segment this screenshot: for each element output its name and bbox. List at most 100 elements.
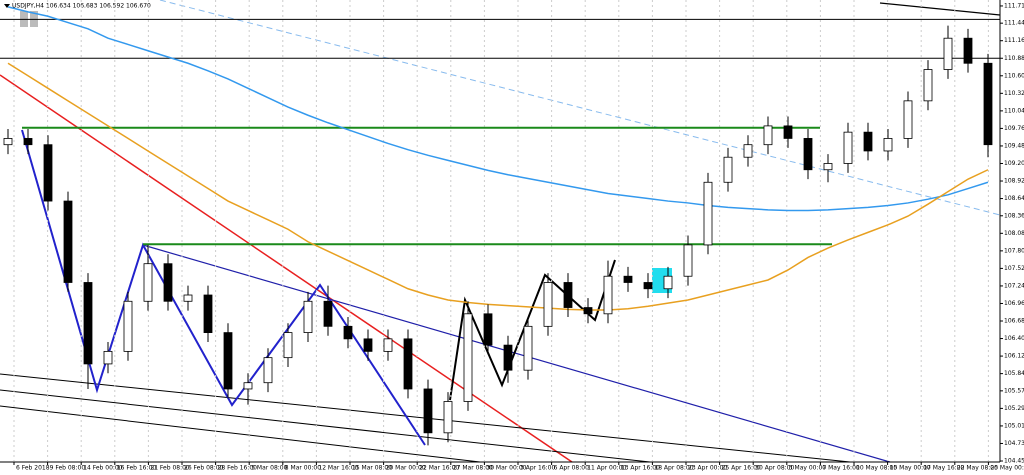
candle-body xyxy=(143,263,153,302)
candle-body xyxy=(203,294,213,333)
x-tick-label: 9 Feb 08:00 xyxy=(50,465,86,472)
candle-body xyxy=(483,313,493,346)
y-tick-label: 104.450 xyxy=(1004,458,1024,465)
x-tick-label: 10 May 08:00 xyxy=(856,465,897,472)
x-tick-label: 12 Mar 16:00 xyxy=(318,465,358,472)
y-tick-label: 106.685 xyxy=(1004,318,1024,325)
y-tick-label: 104.730 xyxy=(1004,440,1024,447)
x-tick-label: 8 Mar 00:00 xyxy=(285,465,321,472)
y-tick-label: 106.125 xyxy=(1004,353,1024,360)
candle-body xyxy=(343,325,353,340)
x-tick-label: 6 Feb 2018 xyxy=(16,465,50,472)
x-tick-label: 17 May 16:00 xyxy=(923,465,964,472)
x-tick-label: 25 Apr 16:00 xyxy=(722,465,761,472)
x-tick-label: 26 Feb 08:00 xyxy=(184,465,224,472)
x-tick-label: 16 Feb 16:00 xyxy=(117,465,157,472)
y-tick-label: 110.880 xyxy=(1004,55,1024,62)
y-tick-label: 109.480 xyxy=(1004,142,1024,149)
candle-body xyxy=(523,325,533,371)
candle-body xyxy=(3,138,13,146)
candle-body xyxy=(383,338,393,352)
candle-body xyxy=(443,401,453,434)
candle-body xyxy=(863,131,873,152)
candle-body xyxy=(503,344,513,371)
y-tick-label: 108.920 xyxy=(1004,178,1024,185)
x-tick-label: 15 May 00:00 xyxy=(890,465,931,472)
x-tick-label: 30 Mar 00:00 xyxy=(486,465,526,472)
candle-body xyxy=(763,125,773,146)
x-tick-label: 28 Feb 16:00 xyxy=(218,465,258,472)
candle-body xyxy=(163,263,173,302)
candle-body xyxy=(923,69,933,102)
y-tick-label: 105.570 xyxy=(1004,387,1024,394)
y-tick-label: 110.320 xyxy=(1004,90,1024,97)
candle-body xyxy=(83,282,93,365)
candle-body xyxy=(463,313,473,402)
candle-body xyxy=(603,275,613,315)
x-tick-label: 6 Apr 08:00 xyxy=(554,465,589,472)
candle-body xyxy=(663,275,673,290)
y-tick-label: 107.245 xyxy=(1004,282,1024,289)
candle-body xyxy=(223,332,233,390)
x-tick-label: 3 May 00:00 xyxy=(789,465,827,472)
title-arrow xyxy=(4,4,10,8)
candle-body xyxy=(623,275,633,283)
candle-body xyxy=(943,37,953,70)
candle-body xyxy=(743,144,753,158)
x-tick-label: 14 Feb 00:00 xyxy=(83,465,123,472)
candle-body xyxy=(963,37,973,64)
y-tick-label: 110.040 xyxy=(1004,107,1024,114)
candle-body xyxy=(303,300,313,333)
x-tick-label: 21 Feb 08:00 xyxy=(150,465,190,472)
x-tick-label: 27 Mar 08:00 xyxy=(453,465,493,472)
y-tick-label: 111.715 xyxy=(1004,2,1024,9)
x-tick-label: 23 Apr 00:00 xyxy=(688,465,727,472)
x-tick-label: 11 Apr 00:00 xyxy=(587,465,626,472)
blue-trendline xyxy=(142,244,891,463)
y-tick-label: 105.845 xyxy=(1004,370,1024,377)
y-tick-label: 111.440 xyxy=(1004,20,1024,27)
y-tick-label: 108.365 xyxy=(1004,212,1024,219)
candle-body xyxy=(723,156,733,183)
x-tick-label: 5 Mar 08:00 xyxy=(251,465,287,472)
drawings xyxy=(0,0,1001,463)
candle-body xyxy=(423,388,433,434)
x-tick-label: 3 Apr 16:00 xyxy=(520,465,555,472)
y-tick-label: 108.085 xyxy=(1004,230,1024,237)
x-tick-label: 13 Apr 16:00 xyxy=(621,465,660,472)
candle-body xyxy=(63,200,73,283)
y-tick-label: 111.160 xyxy=(1004,37,1024,44)
y-tick-label: 106.405 xyxy=(1004,335,1024,342)
moving-average xyxy=(7,62,989,311)
candle-body xyxy=(183,294,193,302)
candle-body xyxy=(283,332,293,359)
x-tick-label: 30 Apr 08:00 xyxy=(755,465,794,472)
candle-body xyxy=(843,131,853,164)
candle-body xyxy=(243,382,253,390)
candle-body xyxy=(543,282,553,327)
x-tick-label: 15 Mar 08:00 xyxy=(352,465,392,472)
candle-body xyxy=(363,338,373,352)
y-tick-label: 108.640 xyxy=(1004,195,1024,202)
y-tick-label: 105.290 xyxy=(1004,405,1024,412)
moving-average xyxy=(7,6,989,212)
x-tick-label: 20 Mar 00:00 xyxy=(386,465,426,472)
top-trendline xyxy=(879,2,1001,16)
candle-body xyxy=(783,125,793,139)
candle-body xyxy=(703,181,713,246)
candle-body xyxy=(103,350,113,365)
candle-body xyxy=(823,163,833,171)
x-tick-label: 7 May 16:00 xyxy=(822,465,860,472)
candle-body xyxy=(643,282,653,290)
candle-body xyxy=(563,282,573,308)
y-tick-label: 110.600 xyxy=(1004,72,1024,79)
y-tick-label: 107.805 xyxy=(1004,247,1024,254)
candle-body xyxy=(323,300,333,327)
candle-body xyxy=(903,100,913,139)
red-trendline xyxy=(0,74,573,463)
candle-body xyxy=(883,138,893,152)
y-tick-label: 106.965 xyxy=(1004,300,1024,307)
x-tick-label: 25 May 00:00 xyxy=(990,465,1024,472)
